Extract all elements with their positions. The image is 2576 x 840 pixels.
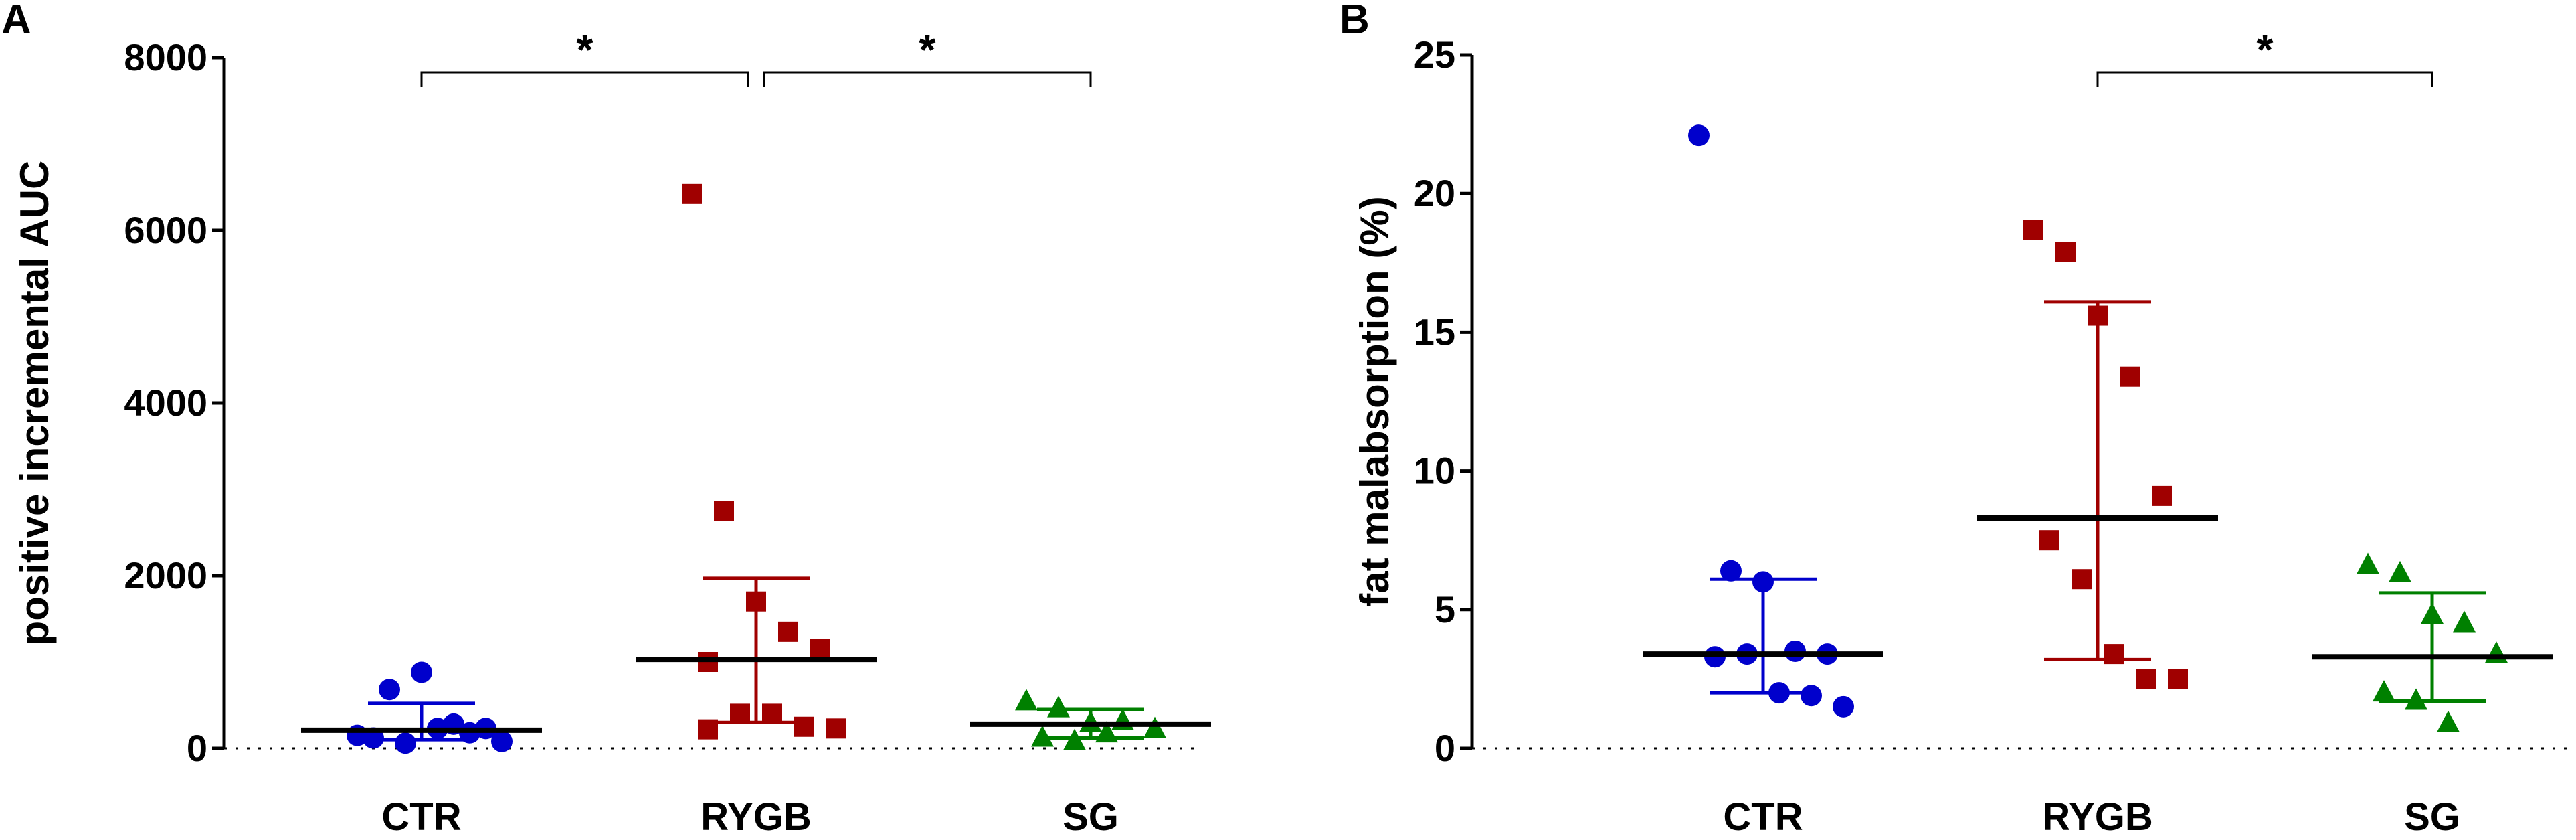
y-tick-label: 0 (1435, 727, 1455, 769)
data-point-rygb (810, 639, 830, 659)
panel-a-chart: 0 2000 4000 6000 8000 positive incremental AU… (12, 25, 1211, 839)
data-point-ctr (1720, 560, 1742, 582)
x-category-label: RYGB (701, 795, 811, 839)
data-point-sg (1095, 721, 1118, 743)
y-axis-label: positive incremental AUC (12, 161, 57, 646)
data-point-rygb (714, 501, 734, 521)
data-point-rygb (2039, 530, 2059, 551)
y-tick-label: 10 (1414, 450, 1455, 492)
panel-b-label: B (1340, 0, 1370, 43)
data-point-rygb (778, 621, 798, 642)
data-point-sg (2357, 552, 2379, 574)
data-point-sg (2405, 688, 2427, 710)
data-point-sg (1047, 695, 1070, 718)
data-point-rygb (2055, 242, 2076, 262)
data-point-rygb (682, 183, 702, 204)
data-point-rygb (746, 591, 766, 612)
data-point-rygb (698, 719, 718, 740)
panel-b-chart: 0 5 10 15 20 25 fat malabsorption (%) CTR RYGB SG… (1352, 25, 2573, 839)
significance-bracket (420, 71, 749, 87)
x-category-label: RYGB (2042, 795, 2152, 839)
data-point-rygb (2120, 366, 2140, 387)
data-point-rygb (730, 703, 750, 724)
y-tick-label: 4000 (124, 382, 207, 424)
significance-label: * (2257, 25, 2274, 74)
data-point-sg (1143, 716, 1166, 738)
y-tick-label: 0 (187, 727, 207, 769)
y-tick-label: 5 (1435, 588, 1455, 631)
data-point-rygb (2072, 569, 2092, 590)
data-point-ctr (1752, 571, 1774, 593)
data-point-ctr (1704, 646, 1726, 668)
data-point-rygb (762, 703, 782, 724)
panel-a-label: A (1, 0, 31, 43)
y-tick-label: 8000 (124, 36, 207, 78)
y-tick-label: 2000 (124, 554, 207, 596)
significance-bracket (2096, 71, 2433, 87)
significance-label: * (577, 25, 593, 74)
data-point-ctr (1833, 695, 1854, 718)
y-tick-label: 25 (1414, 33, 1455, 76)
data-point-rygb (2136, 669, 2156, 689)
data-point-rygb (2023, 220, 2043, 240)
data-point-sg (1031, 725, 1054, 747)
significance-label: * (919, 25, 936, 74)
data-point-rygb (2168, 669, 2188, 689)
data-point-rygb (2152, 485, 2172, 506)
data-point-sg (2421, 602, 2444, 624)
data-point-ctr (1688, 124, 1710, 147)
data-point-rygb (826, 718, 846, 739)
x-category-label: SG (2404, 795, 2460, 839)
data-point-sg (1111, 709, 1134, 731)
data-point-ctr (1801, 685, 1822, 707)
y-axis-label: fat malabsorption (%) (1352, 196, 1397, 606)
data-point-ctr (1768, 682, 1790, 704)
data-point-rygb (2088, 305, 2108, 326)
data-point-ctr (411, 661, 432, 683)
data-point-sg (1015, 689, 1038, 711)
data-point-rygb (2104, 644, 2124, 665)
data-point-ctr (1784, 640, 1806, 662)
x-category-label: SG (1063, 795, 1119, 839)
data-point-rygb (794, 716, 814, 737)
data-point-sg (2389, 560, 2411, 582)
data-point-sg (2485, 641, 2508, 663)
data-point-sg (2453, 610, 2476, 633)
y-tick-label: 15 (1414, 311, 1455, 353)
y-tick-label: 6000 (124, 209, 207, 251)
data-point-sg (1063, 728, 1086, 750)
data-point-ctr (379, 679, 400, 701)
significance-bracket (763, 71, 1092, 87)
data-point-ctr (491, 730, 513, 752)
data-point-ctr (395, 732, 416, 754)
data-point-sg (1079, 710, 1102, 732)
data-point-sg (2373, 680, 2395, 702)
x-category-label: CTR (1723, 795, 1803, 839)
x-category-label: CTR (381, 795, 461, 839)
data-point-sg (2437, 710, 2460, 732)
y-tick-label: 20 (1414, 172, 1455, 214)
